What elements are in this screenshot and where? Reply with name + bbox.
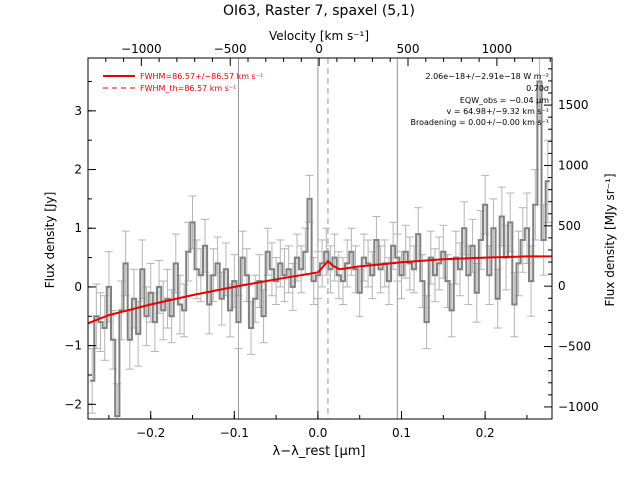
left-ticks: −2 −1 0 1 2 3	[64, 80, 96, 411]
x-tick-label: 0.1	[392, 426, 411, 440]
x-tick-label: −0.2	[136, 426, 165, 440]
annotation-velocity: v = 64.98+/−9.32 km s⁻¹	[447, 107, 549, 116]
legend-label: FWHM_th=86.57 km s⁻¹	[140, 84, 236, 93]
legend-label: FWHM=86.57+/−86.57 km s⁻¹	[140, 72, 263, 81]
right-tick-label: 1500	[558, 98, 589, 112]
top-axis-label: Velocity [km s⁻¹]	[269, 29, 369, 43]
annotation-broadening: Broadening = 0.00+/−0.00 km s⁻¹	[411, 118, 549, 127]
top-tick-label: −500	[214, 42, 247, 56]
top-ticks: −1000 −500 0 500 1000	[105, 42, 551, 66]
y-tick-label: 1	[74, 221, 82, 235]
legend: FWHM=86.57+/−86.57 km s⁻¹ FWHM_th=86.57 …	[103, 72, 263, 93]
y-tick-label: −2	[64, 397, 82, 411]
y-tick-label: −1	[64, 339, 82, 353]
right-ticks: −1000 −500 0 500 1000 1500	[544, 68, 599, 414]
y-tick-label: 3	[74, 104, 82, 118]
right-axis-label: Flux density [MJy sr⁻¹]	[603, 173, 617, 306]
plot-frame	[87, 57, 553, 420]
x-axis-label: λ−λ_rest [μm]	[273, 444, 366, 459]
y-axis-label: Flux density [Jy]	[43, 192, 57, 289]
right-tick-label: 1000	[558, 158, 589, 172]
annotations: 2.06e−18+/−2.91e−18 W m⁻² 0.70σ EQW_obs …	[411, 72, 550, 127]
y-tick-label: 0	[74, 280, 82, 294]
annotation-sigma: 0.70σ	[526, 84, 549, 93]
right-tick-label: −500	[558, 340, 591, 354]
right-tick-label: −1000	[558, 400, 599, 414]
x-tick-label: −0.1	[220, 426, 249, 440]
top-tick-label: −1000	[121, 42, 162, 56]
top-tick-label: 0	[315, 42, 323, 56]
right-tick-label: 0	[558, 279, 566, 293]
annotation-flux: 2.06e−18+/−2.91e−18 W m⁻²	[425, 72, 549, 81]
right-tick-label: 500	[558, 219, 581, 233]
top-tick-label: 500	[397, 42, 420, 56]
top-tick-label: 1000	[482, 42, 513, 56]
bottom-ticks: −0.2 −0.1 0.0 0.1 0.2	[108, 411, 528, 440]
y-tick-label: 2	[74, 163, 82, 177]
chart-title: OI63, Raster 7, spaxel (5,1)	[223, 3, 415, 19]
annotation-eqw: EQW_obs = −0.04 μm	[460, 96, 549, 105]
x-tick-label: 0.0	[308, 426, 327, 440]
x-tick-label: 0.2	[476, 426, 495, 440]
fit-curve	[87, 255, 552, 325]
